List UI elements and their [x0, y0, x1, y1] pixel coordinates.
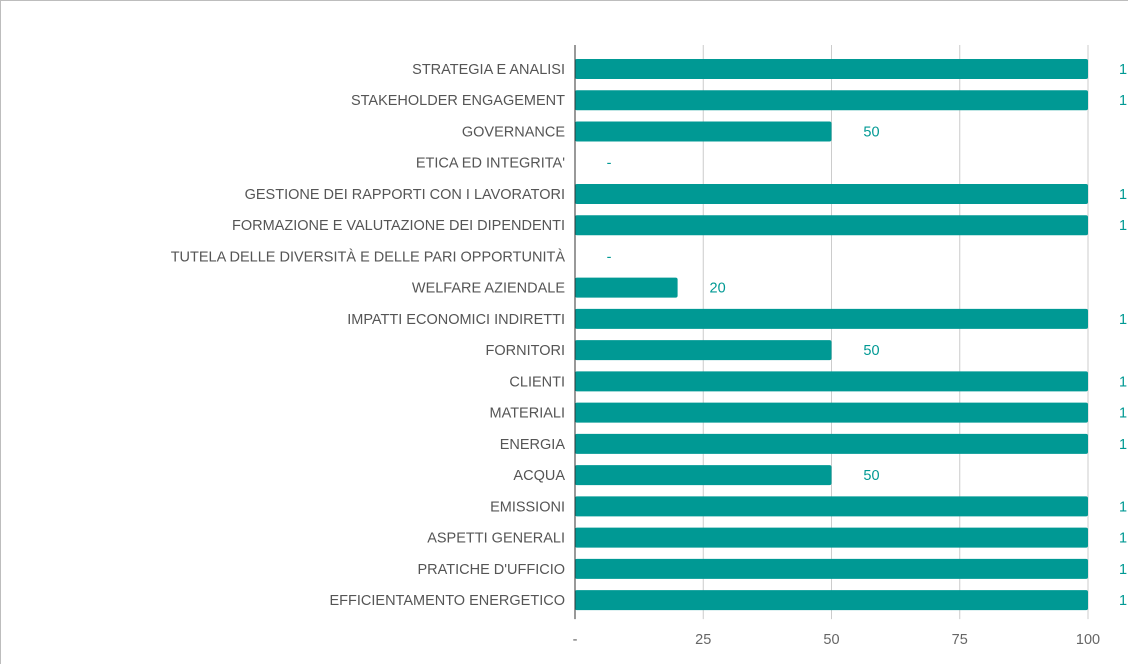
category-label: PRATICHE D'UFFICIO	[418, 562, 566, 578]
value-label: 1	[1119, 218, 1127, 234]
value-label: -	[607, 249, 612, 265]
bar	[575, 590, 1088, 611]
value-label: 50	[863, 468, 879, 484]
bar	[575, 90, 1088, 111]
category-labels: STRATEGIA E ANALISI STAKEHOLDER ENGAGEMEN…	[171, 62, 566, 609]
bar	[575, 402, 1088, 423]
bar	[575, 433, 1088, 454]
category-label: ENERGIA	[500, 437, 566, 453]
bar	[575, 527, 1088, 548]
value-label: 1	[1119, 406, 1127, 422]
x-tick-label: 25	[695, 632, 711, 648]
category-label: STRATEGIA E ANALISI	[412, 62, 565, 78]
category-label: FORNITORI	[486, 343, 565, 359]
value-label: 1	[1119, 62, 1127, 78]
category-label: IMPATTI ECONOMICI INDIRETTI	[347, 312, 565, 328]
value-label: 1	[1119, 499, 1127, 515]
x-axis-ticks: - 25 50 75 100	[573, 632, 1101, 648]
category-label: ETICA ED INTEGRITA'	[416, 156, 565, 172]
x-tick-label: -	[573, 632, 578, 648]
bar	[575, 121, 832, 142]
category-label: TUTELA DELLE DIVERSITÀ E DELLE PARI OPPO…	[171, 248, 566, 265]
bar	[575, 558, 1088, 579]
value-label: 50	[863, 124, 879, 140]
value-label: 1	[1119, 531, 1127, 547]
value-label: 1	[1119, 93, 1127, 109]
category-label: EFFICIENTAMENTO ENERGETICO	[329, 593, 565, 609]
category-label: FORMAZIONE E VALUTAZIONE DEI DIPENDENTI	[232, 218, 565, 234]
bar	[575, 277, 678, 298]
value-label: 1	[1119, 562, 1127, 578]
value-label: 20	[710, 281, 726, 297]
category-label: ASPETTI GENERALI	[427, 531, 565, 547]
category-label: ACQUA	[513, 468, 565, 484]
bar	[575, 496, 1088, 517]
category-label: CLIENTI	[509, 374, 565, 390]
x-tick-label: 75	[952, 632, 968, 648]
value-label: 1	[1119, 374, 1127, 390]
value-labels: 1 1 50 - 1 1 - 20 1 50 1 1 1 50 1 1 1 1	[607, 62, 1127, 609]
category-label: EMISSIONI	[490, 499, 565, 515]
x-tick-label: 50	[823, 632, 839, 648]
bar	[575, 183, 1088, 204]
bar	[575, 371, 1088, 392]
value-label: 1	[1119, 187, 1127, 203]
category-label: WELFARE AZIENDALE	[412, 281, 565, 297]
value-label: 1	[1119, 437, 1127, 453]
bar	[575, 465, 832, 486]
bar	[575, 59, 1088, 79]
value-label: 1	[1119, 593, 1127, 609]
category-label: STAKEHOLDER ENGAGEMENT	[351, 93, 565, 109]
category-label: MATERIALI	[490, 406, 565, 422]
bar	[575, 340, 832, 361]
category-label: GESTIONE DEI RAPPORTI CON I LAVORATORI	[245, 187, 565, 203]
value-label: -	[607, 156, 612, 172]
bars	[575, 59, 1088, 611]
value-label: 1	[1119, 312, 1127, 328]
bar	[575, 308, 1088, 329]
bar	[575, 215, 1088, 236]
gridlines	[702, 45, 1089, 620]
x-tick-label: 100	[1076, 632, 1100, 648]
value-label: 50	[863, 343, 879, 359]
category-label: GOVERNANCE	[462, 124, 565, 140]
